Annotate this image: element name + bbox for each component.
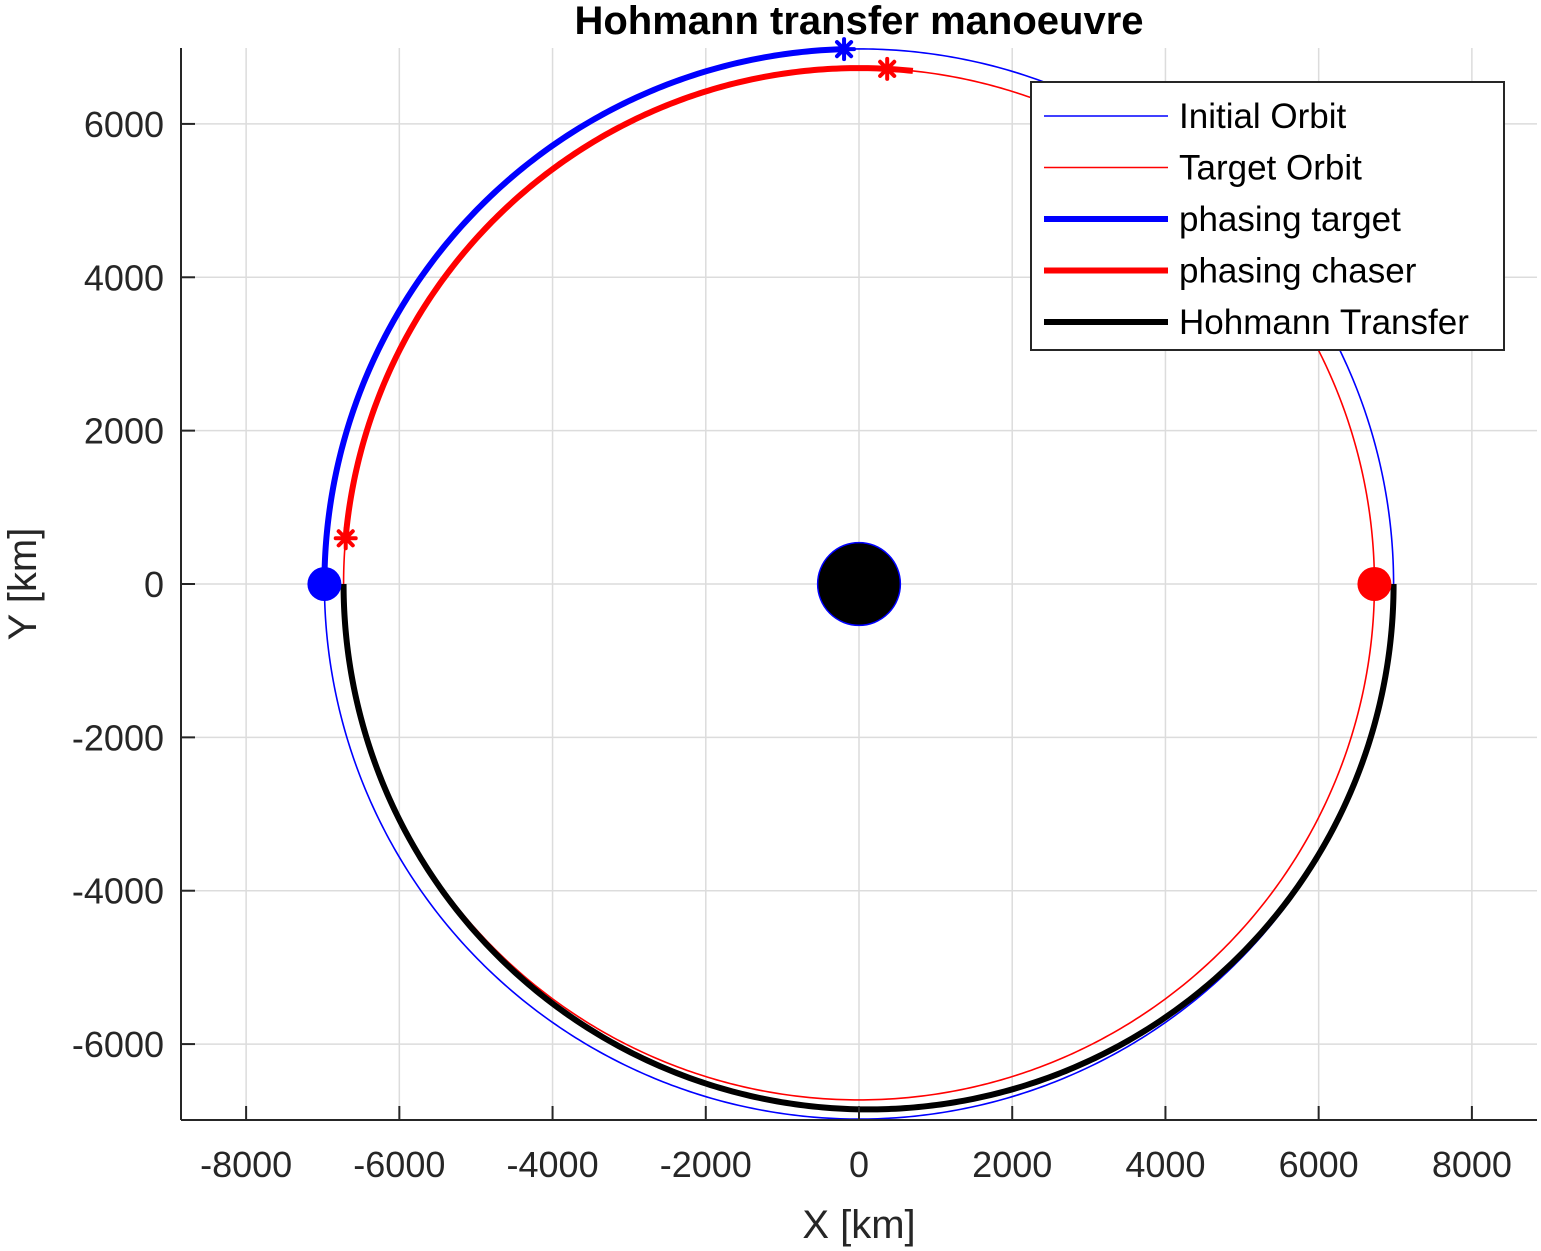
chart-title: Hohmann transfer manoeuvre xyxy=(574,0,1143,43)
series-line xyxy=(342,65,914,539)
y-tick-label: -6000 xyxy=(72,1024,164,1065)
star-stroke xyxy=(878,59,897,78)
x-tick-label: 2000 xyxy=(972,1144,1052,1185)
central-body xyxy=(816,541,902,627)
legend-label: Hohmann Transfer xyxy=(1179,303,1469,342)
y-tick-label: -4000 xyxy=(72,871,164,912)
star-marker xyxy=(832,37,857,62)
star-stroke xyxy=(336,529,355,548)
x-tick-label: -6000 xyxy=(353,1144,445,1185)
y-tick-label: 4000 xyxy=(84,257,164,298)
legend-label: phasing target xyxy=(1179,200,1401,239)
point-marker xyxy=(307,567,342,601)
x-tick-label: -8000 xyxy=(200,1144,292,1185)
star-marker xyxy=(875,56,900,81)
y-axis-label: Y [km] xyxy=(1,528,45,641)
x-tick-label: 6000 xyxy=(1279,1144,1359,1185)
y-tick-label: 0 xyxy=(144,564,164,605)
x-tick-label: 4000 xyxy=(1125,1144,1205,1185)
y-tick-label: 6000 xyxy=(84,104,164,145)
x-axis-label: X [km] xyxy=(802,1203,915,1247)
x-tick-label: -2000 xyxy=(660,1144,752,1185)
star-marker xyxy=(333,526,358,551)
x-tick-label: 0 xyxy=(849,1144,869,1185)
point-marker xyxy=(1357,567,1392,601)
y-tick-label: -2000 xyxy=(72,717,164,758)
x-tick-label: -4000 xyxy=(507,1144,599,1185)
legend-label: phasing chaser xyxy=(1179,252,1417,291)
axes: -8000 -6000 -4000 -2000 0 2000 4000 6000 8000 -60… xyxy=(72,48,1537,1185)
y-tick-label: 2000 xyxy=(84,411,164,452)
legend-label: Initial Orbit xyxy=(1179,97,1347,136)
legend-label: Target Orbit xyxy=(1179,149,1362,188)
star-stroke xyxy=(834,40,854,59)
legend: Initial Orbit Target Orbit phasing target p… xyxy=(1030,81,1505,351)
series-line xyxy=(321,46,845,585)
x-tick-label: 8000 xyxy=(1432,1144,1512,1185)
